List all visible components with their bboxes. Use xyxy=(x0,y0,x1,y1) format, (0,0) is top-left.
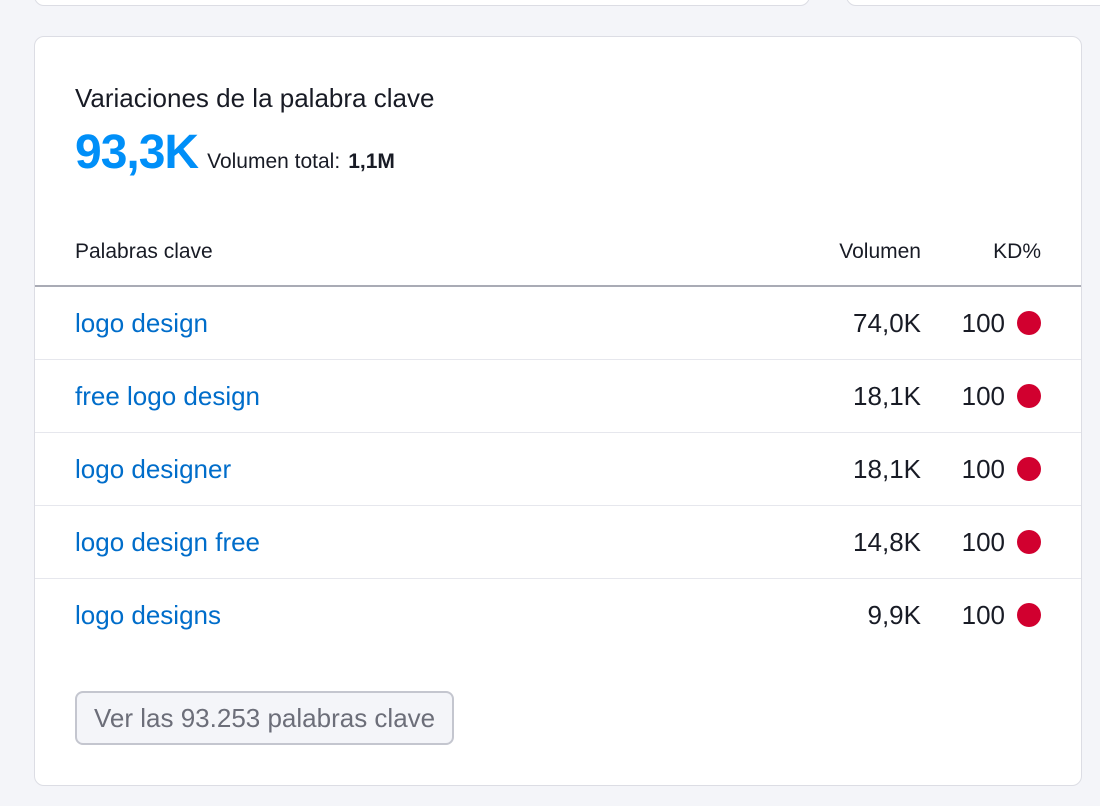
volume-value: 18,1K xyxy=(853,454,921,484)
kd-difficulty-dot-icon xyxy=(1017,311,1041,335)
kd-value: 100 xyxy=(961,381,1005,411)
column-header-kd: KD% xyxy=(993,240,1041,263)
kd-value: 100 xyxy=(961,600,1005,630)
kd-difficulty-dot-icon xyxy=(1017,457,1041,481)
table-row: logo design 74,0K 100 xyxy=(35,287,1081,360)
table-row: logo designs 9,9K 100 xyxy=(35,579,1081,651)
kd-difficulty-dot-icon xyxy=(1017,384,1041,408)
table-row: free logo design 18,1K 100 xyxy=(35,360,1081,433)
volume-value: 74,0K xyxy=(853,308,921,338)
total-volume-value: 1,1M xyxy=(348,150,395,173)
keyword-count: 93,3K xyxy=(75,126,199,179)
volume-value: 14,8K xyxy=(853,527,921,557)
table-row: logo designer 18,1K 100 xyxy=(35,433,1081,506)
kd-value: 100 xyxy=(961,308,1005,338)
keyword-link[interactable]: logo designs xyxy=(75,600,221,630)
column-header-volume: Volumen xyxy=(839,240,921,263)
keyword-link[interactable]: logo design xyxy=(75,308,208,338)
volume-value: 18,1K xyxy=(853,381,921,411)
keyword-link[interactable]: logo design free xyxy=(75,527,261,557)
kd-difficulty-dot-icon xyxy=(1017,530,1041,554)
kd-difficulty-dot-icon xyxy=(1017,603,1041,627)
column-header-keyword: Palabras clave xyxy=(75,240,213,263)
previous-card-right xyxy=(846,0,1100,6)
kd-value: 100 xyxy=(961,454,1005,484)
total-volume-label: Volumen total: xyxy=(207,150,341,173)
keyword-link[interactable]: logo designer xyxy=(75,454,232,484)
previous-card-left xyxy=(34,0,810,6)
keywords-table: Palabras clave Volumen KD% logo design 7… xyxy=(35,233,1081,651)
kd-value: 100 xyxy=(961,527,1005,557)
card-title: Variaciones de la palabra clave xyxy=(75,83,435,113)
keyword-link[interactable]: free logo design xyxy=(75,381,261,411)
metric-row: 93,3K Volumen total: 1,1M xyxy=(75,125,395,181)
table-row: logo design free 14,8K 100 xyxy=(35,506,1081,579)
view-all-keywords-button[interactable]: Ver las 93.253 palabras clave xyxy=(75,691,455,745)
table-header: Palabras clave Volumen KD% xyxy=(35,233,1081,287)
volume-value: 9,9K xyxy=(867,600,922,630)
keyword-variations-card: Variaciones de la palabra clave 93,3K Vo… xyxy=(34,36,1082,786)
